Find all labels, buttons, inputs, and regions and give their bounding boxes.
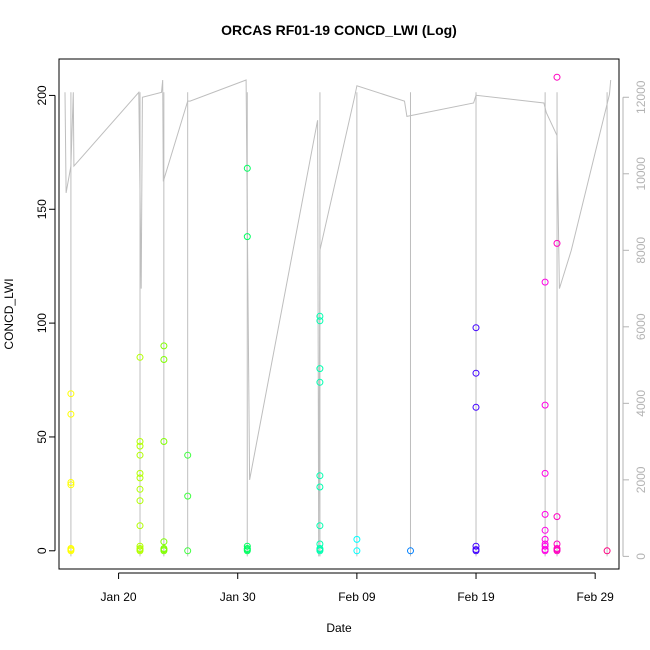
- x-tick-label-0: Jan 20: [101, 590, 137, 604]
- x-axis-title: Date: [326, 621, 352, 635]
- data-point-5-6: [316, 472, 324, 480]
- data-point-1-4: [136, 522, 144, 530]
- data-point-10-4: [553, 513, 561, 521]
- chart-title: ORCAS RF01-19 CONCD_LWI (Log): [221, 22, 457, 38]
- right-axis-series-line: [64, 79, 612, 557]
- data-point-9-2: [541, 542, 549, 550]
- data-point-5-7: [316, 378, 324, 386]
- data-point-2-4: [160, 438, 168, 445]
- data-point-10-2: [553, 545, 561, 552]
- x-tick-label-1: Jan 30: [220, 590, 256, 604]
- y2-tick-label-1: 2000: [634, 466, 648, 493]
- data-point-4-3: [243, 542, 251, 550]
- y-tick-label-4: 200: [35, 85, 49, 105]
- data-point-5-10: [316, 312, 324, 320]
- y2-tick-label-2: 4000: [634, 390, 648, 417]
- data-point-7-0: [407, 547, 414, 555]
- data-point-5-4: [316, 522, 324, 530]
- data-point-5-9: [316, 317, 324, 325]
- data-point-1-8: [136, 469, 144, 477]
- data-point-3-2: [184, 451, 192, 459]
- data-points: [67, 73, 611, 555]
- plot-frame: [58, 58, 620, 570]
- data-point-1-2: [136, 545, 144, 552]
- data-point-9-3: [541, 540, 549, 548]
- data-point-0-5: [67, 410, 75, 418]
- y2-tick-label-5: 10000: [634, 157, 648, 191]
- data-point-4-5: [243, 164, 251, 172]
- y-axis-title: CONCD_LWI: [2, 278, 16, 349]
- data-point-10-3: [553, 540, 561, 548]
- data-point-2-2: [160, 545, 168, 552]
- data-point-8-3: [472, 403, 480, 411]
- data-point-8-1: [472, 546, 480, 554]
- y-tick-label-2: 100: [35, 313, 49, 333]
- data-point-9-8: [541, 401, 549, 409]
- y-tick-label-1: 50: [35, 430, 49, 444]
- data-point-1-9: [136, 451, 144, 459]
- data-point-8-2: [472, 542, 480, 550]
- data-point-5-8: [316, 365, 324, 373]
- data-point-2-6: [160, 342, 168, 350]
- y-tick-label-0: 0: [35, 547, 49, 554]
- data-point-2-5: [160, 356, 168, 363]
- y2-tick-label-0: 0: [634, 553, 648, 560]
- data-point-11-0: [603, 547, 611, 555]
- data-point-1-12: [136, 353, 144, 361]
- data-point-5-2: [316, 545, 324, 552]
- data-point-9-7: [541, 469, 549, 477]
- data-point-0-6: [67, 390, 75, 398]
- right-axis-line: [64, 79, 612, 557]
- data-point-10-5: [553, 239, 561, 247]
- data-point-9-4: [541, 535, 549, 543]
- data-point-1-6: [136, 485, 144, 493]
- data-point-6-0: [353, 547, 361, 555]
- x-tick-label-2: Feb 09: [338, 590, 376, 604]
- data-point-8-4: [472, 369, 480, 377]
- data-point-5-3: [316, 540, 324, 548]
- data-point-9-5: [541, 526, 549, 534]
- data-point-4-2: [243, 545, 251, 552]
- data-point-10-6: [553, 73, 561, 81]
- y2-tick-label-6: 12000: [634, 80, 648, 114]
- data-point-1-7: [136, 474, 144, 482]
- data-point-1-11: [136, 438, 144, 445]
- data-point-0-4: [67, 479, 75, 486]
- y2-tick-label-3: 6000: [634, 313, 648, 340]
- axes: 050100150200020004000600080001000012000J…: [35, 80, 648, 604]
- y-tick-label-3: 150: [35, 199, 49, 219]
- data-point-3-1: [184, 492, 192, 500]
- data-point-1-10: [136, 442, 144, 450]
- x-tick-label-3: Feb 19: [457, 590, 495, 604]
- data-point-2-3: [160, 538, 168, 546]
- data-point-3-0: [184, 547, 192, 555]
- data-point-0-2: [67, 545, 75, 552]
- y2-tick-label-4: 8000: [634, 237, 648, 264]
- data-point-9-9: [541, 278, 549, 286]
- data-point-1-3: [136, 542, 144, 550]
- x-tick-label-4: Feb 29: [576, 590, 614, 604]
- data-point-6-1: [353, 535, 361, 543]
- data-point-0-3: [67, 481, 75, 489]
- data-point-8-5: [472, 324, 480, 332]
- data-point-9-6: [541, 510, 549, 518]
- data-point-4-4: [243, 233, 251, 241]
- data-point-1-5: [136, 497, 144, 505]
- data-point-5-5: [316, 483, 324, 491]
